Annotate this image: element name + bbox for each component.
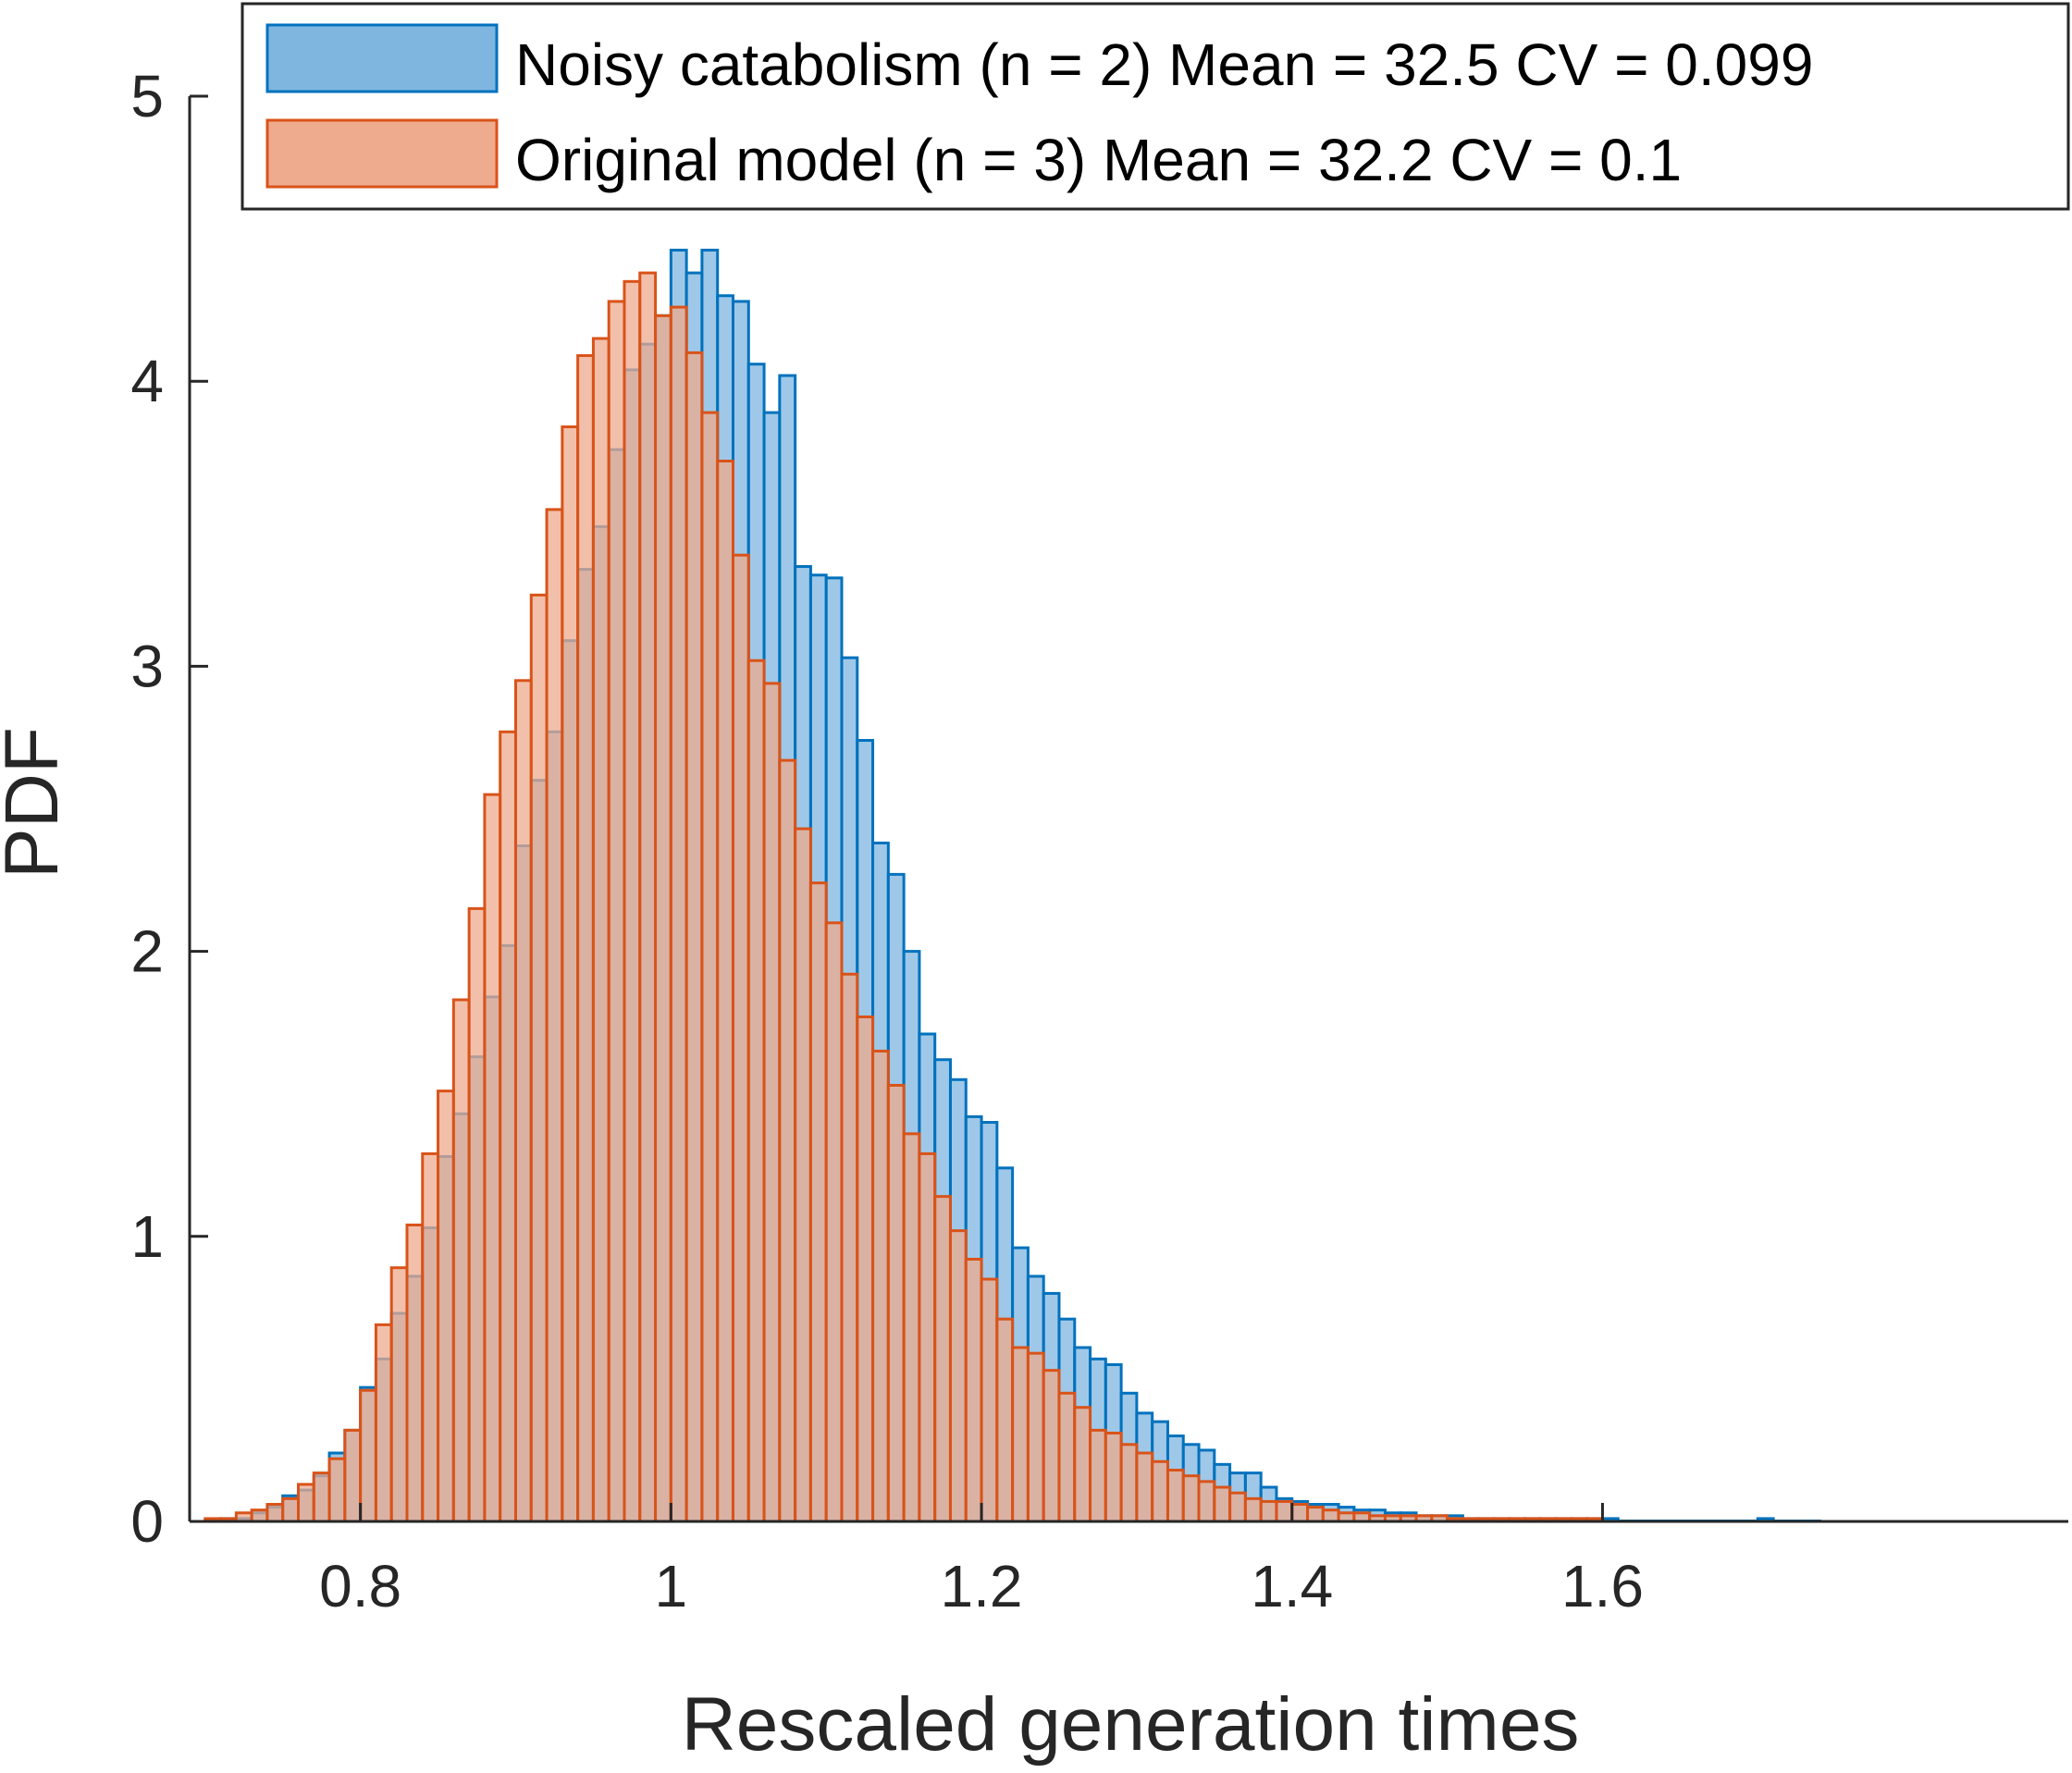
series-1-bar bbox=[499, 730, 517, 1523]
series-1-bar bbox=[824, 921, 844, 1523]
x-tick-label: 1.2 bbox=[941, 1553, 1023, 1619]
series-1-bar bbox=[918, 1151, 937, 1523]
y-tick-label: 5 bbox=[130, 63, 164, 129]
series-1-bar bbox=[1275, 1499, 1294, 1523]
x-tick-label: 0.8 bbox=[319, 1553, 401, 1619]
series-1-bar bbox=[762, 682, 782, 1523]
series-1-bar bbox=[1073, 1406, 1092, 1523]
series-1-bars bbox=[204, 271, 1604, 1523]
series-1-bar bbox=[840, 972, 859, 1523]
series-1-bar bbox=[576, 353, 595, 1523]
series-1-bar bbox=[980, 1277, 999, 1523]
series-1-bar bbox=[856, 1015, 875, 1523]
series-1-bar bbox=[886, 1083, 906, 1523]
series-1-bar bbox=[794, 827, 812, 1523]
series-1-bar bbox=[638, 271, 658, 1523]
series-1-bar bbox=[1089, 1428, 1107, 1523]
series-1-bar bbox=[467, 906, 487, 1523]
series-1-bar bbox=[1306, 1506, 1325, 1523]
series-1-bar bbox=[1135, 1451, 1154, 1523]
series-1-bar bbox=[312, 1471, 331, 1523]
y-tick-label: 3 bbox=[130, 633, 164, 699]
series-1-bar bbox=[948, 1229, 968, 1523]
legend-box bbox=[240, 2, 2070, 211]
series-1-bar bbox=[374, 1323, 393, 1523]
series-1-bar bbox=[1026, 1351, 1045, 1523]
axes bbox=[188, 94, 2068, 1523]
series-1-bar bbox=[964, 1257, 983, 1523]
x-tick-label: 1 bbox=[655, 1553, 688, 1619]
series-1-bar bbox=[1213, 1485, 1232, 1523]
series-1-bar bbox=[1243, 1496, 1263, 1523]
series-1-bar bbox=[389, 1266, 409, 1523]
series-1-bar bbox=[405, 1223, 425, 1523]
series-1-bar bbox=[1057, 1391, 1077, 1523]
series-1-bar bbox=[297, 1483, 315, 1523]
histogram-bars bbox=[204, 248, 1821, 1523]
series-1-bar bbox=[1119, 1443, 1139, 1523]
series-1-bar bbox=[1321, 1508, 1340, 1523]
y-axis-title: PDF bbox=[0, 727, 74, 879]
legend-swatch-noisy-catabolism bbox=[265, 23, 499, 93]
x-tick-label: 1.6 bbox=[1561, 1553, 1644, 1619]
series-1-bar bbox=[1042, 1369, 1061, 1523]
x-tick-label: 1.4 bbox=[1251, 1553, 1333, 1619]
series-1-bar bbox=[513, 679, 533, 1523]
series-1-bar bbox=[327, 1457, 347, 1523]
y-tick-label: 1 bbox=[130, 1203, 164, 1270]
series-1-bar bbox=[1228, 1491, 1247, 1523]
series-1-bar bbox=[778, 758, 797, 1523]
series-1-bar bbox=[529, 593, 549, 1523]
series-1-bar bbox=[1197, 1480, 1216, 1523]
series-1-bar bbox=[421, 1151, 440, 1523]
series-1-bar bbox=[716, 460, 734, 1523]
y-tick-label: 4 bbox=[130, 348, 164, 414]
series-1-bar bbox=[561, 425, 580, 1523]
series-1-bar bbox=[808, 881, 828, 1523]
y-tick-label: 2 bbox=[130, 918, 164, 985]
series-1-bar bbox=[483, 793, 502, 1523]
series-1-bar bbox=[1259, 1499, 1278, 1523]
series-1-bar bbox=[1151, 1459, 1169, 1523]
legend: Noisy catabolism (n = 2) Mean = 32.5 CV … bbox=[240, 2, 2070, 211]
series-1-bar bbox=[1290, 1503, 1310, 1523]
series-1-bar bbox=[700, 411, 720, 1523]
series-1-bar bbox=[265, 1503, 285, 1523]
series-1-bar bbox=[684, 351, 704, 1523]
series-1-bar bbox=[437, 1090, 455, 1523]
legend-label-noisy-catabolism: Noisy catabolism (n = 2) Mean = 32.5 CV … bbox=[515, 31, 1813, 98]
series-1-bar bbox=[623, 279, 642, 1523]
series-1-bar bbox=[669, 305, 688, 1523]
series-1-bar bbox=[359, 1388, 377, 1523]
tick-labels: 0 1 2 3 4 5 0.8 1 1.2 1.4 1.6 bbox=[130, 63, 1644, 1619]
series-1-bar bbox=[1181, 1474, 1201, 1523]
series-1-bar bbox=[731, 553, 750, 1523]
y-tick-label: 0 bbox=[130, 1488, 164, 1555]
series-1-bar bbox=[607, 300, 626, 1523]
x-axis-title: Rescaled generation times bbox=[682, 1682, 1580, 1767]
series-1-bar bbox=[281, 1496, 300, 1523]
series-1-bar bbox=[451, 998, 471, 1523]
series-1-bar bbox=[902, 1132, 921, 1523]
series-1-bar bbox=[250, 1508, 269, 1523]
series-1-bar bbox=[545, 508, 564, 1523]
series-1-bar bbox=[1104, 1431, 1123, 1523]
series-1-bar bbox=[1166, 1469, 1185, 1523]
series-1-bar bbox=[1011, 1346, 1030, 1523]
series-1-bar bbox=[933, 1195, 952, 1523]
series-1-bar bbox=[995, 1317, 1015, 1523]
series-1-bar bbox=[746, 659, 766, 1523]
series-1-bar bbox=[654, 314, 672, 1523]
legend-label-original-model: Original model (n = 3) Mean = 32.2 CV = … bbox=[515, 127, 1682, 193]
legend-swatch-original-model bbox=[265, 118, 499, 189]
series-1-bar bbox=[591, 337, 610, 1523]
series-1-bar bbox=[871, 1049, 890, 1523]
series-1-bar bbox=[343, 1428, 363, 1523]
